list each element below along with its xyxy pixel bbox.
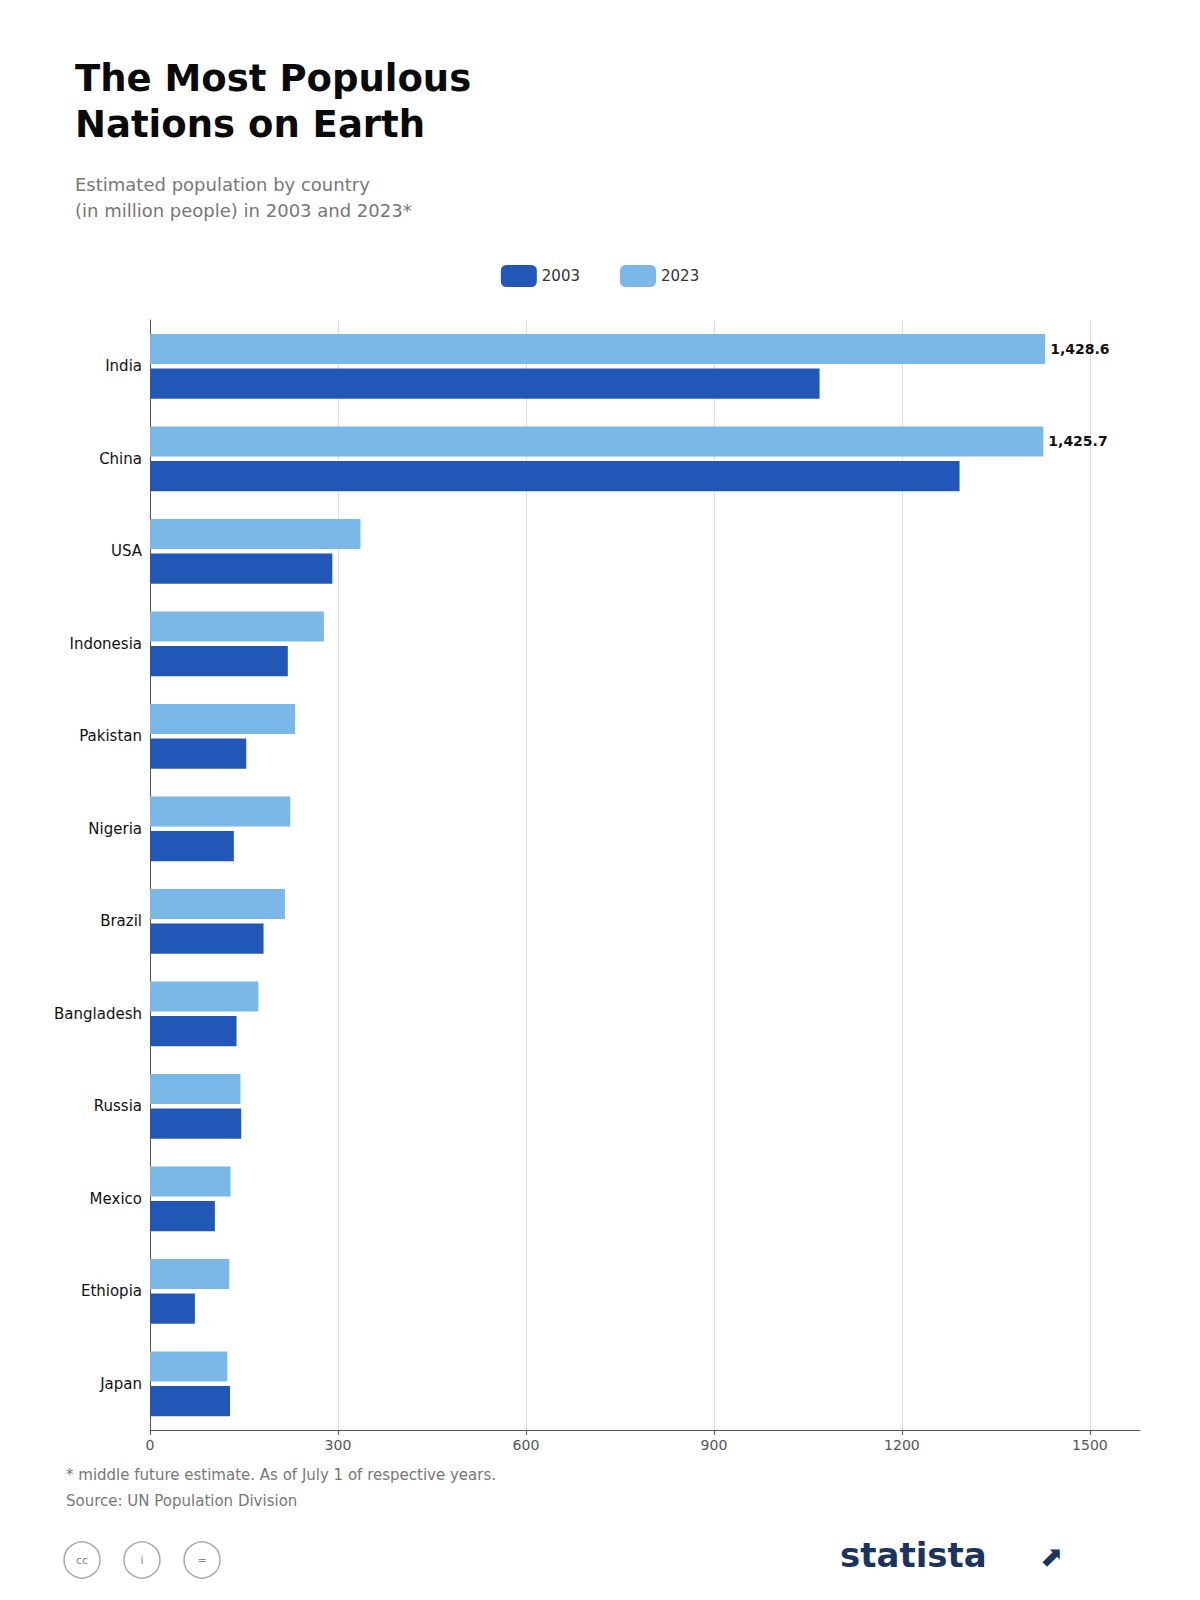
- svg-text:Nigeria: Nigeria: [88, 820, 142, 838]
- svg-text:Indonesia: Indonesia: [69, 635, 142, 653]
- svg-text:2023: 2023: [661, 267, 699, 285]
- svg-text:Pakistan: Pakistan: [79, 727, 142, 745]
- svg-text:Russia: Russia: [94, 1097, 142, 1115]
- svg-text:600: 600: [513, 1437, 540, 1453]
- svg-text:USA: USA: [111, 542, 143, 560]
- svg-text:0: 0: [146, 1437, 155, 1453]
- svg-text:Mexico: Mexico: [90, 1190, 142, 1208]
- svg-text:2003: 2003: [542, 267, 580, 285]
- svg-text:Estimated population by countr: Estimated population by country: [75, 174, 370, 195]
- svg-text:i: i: [140, 1554, 143, 1567]
- svg-text:1500: 1500: [1072, 1437, 1108, 1453]
- svg-text:Brazil: Brazil: [100, 912, 142, 930]
- svg-text:China: China: [99, 450, 142, 468]
- svg-text:300: 300: [325, 1437, 352, 1453]
- svg-text:⬈: ⬈: [1040, 1540, 1063, 1573]
- svg-text:Japan: Japan: [99, 1375, 142, 1393]
- svg-text:cc: cc: [76, 1554, 88, 1567]
- svg-text:=: =: [197, 1554, 206, 1567]
- svg-text:1,428.6: 1,428.6: [1050, 341, 1109, 357]
- svg-text:Ethiopia: Ethiopia: [81, 1282, 142, 1300]
- svg-text:statista: statista: [840, 1535, 987, 1575]
- svg-text:1,425.7: 1,425.7: [1048, 433, 1107, 449]
- svg-text:* middle future estimate. As o: * middle future estimate. As of July 1 o…: [66, 1466, 496, 1484]
- svg-text:900: 900: [701, 1437, 728, 1453]
- svg-text:Source: UN Population Division: Source: UN Population Division: [66, 1492, 297, 1510]
- svg-text:Bangladesh: Bangladesh: [54, 1005, 142, 1023]
- svg-text:India: India: [105, 357, 142, 375]
- svg-text:The Most Populous: The Most Populous: [75, 57, 471, 100]
- svg-text:Nations on Earth: Nations on Earth: [75, 103, 425, 146]
- svg-text:1200: 1200: [884, 1437, 920, 1453]
- svg-text:(in million people) in 2003 an: (in million people) in 2003 and 2023*: [75, 200, 412, 221]
